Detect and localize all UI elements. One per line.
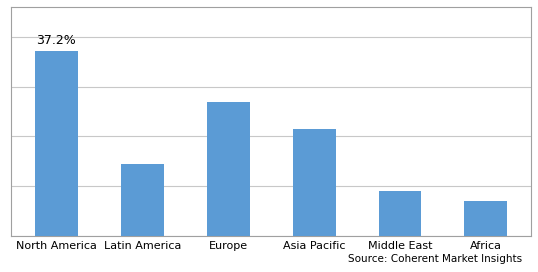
Bar (464, 201, 507, 236)
Text: Source: Coherent Market Insights: Source: Coherent Market Insights (348, 254, 522, 264)
Bar (35, 51, 78, 236)
Bar (293, 129, 336, 236)
Text: 37.2%: 37.2% (37, 34, 76, 47)
Bar (207, 101, 250, 236)
Bar (379, 191, 421, 236)
Bar (121, 164, 164, 236)
